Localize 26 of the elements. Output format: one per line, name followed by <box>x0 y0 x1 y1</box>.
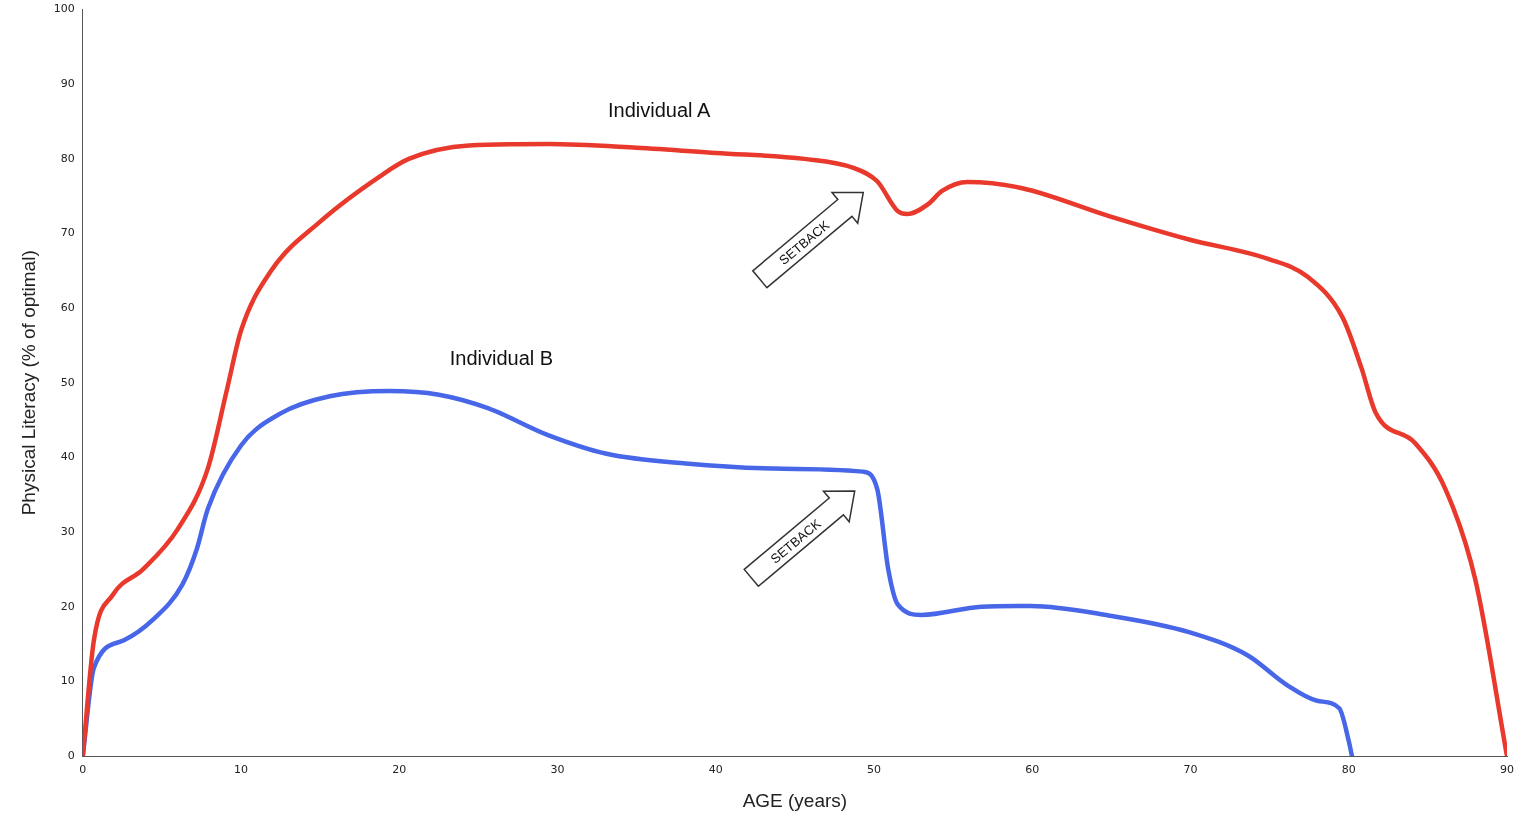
x-tick-label: 20 <box>392 763 407 777</box>
y-tick-label: 70 <box>60 226 75 240</box>
x-axis-title: AGE (years) <box>742 789 848 811</box>
x-tick-label: 60 <box>1025 763 1040 777</box>
x-tick-label: 80 <box>1341 763 1356 777</box>
y-tick-label: 50 <box>60 375 75 389</box>
x-tick-label: 0 <box>79 763 87 777</box>
x-tick-label: 30 <box>550 763 565 777</box>
x-tick-label: 10 <box>234 763 249 777</box>
y-tick-label: 30 <box>60 524 75 538</box>
y-tick-label: 40 <box>60 450 75 464</box>
y-tick-label: 10 <box>60 674 75 688</box>
y-axis-title: Physical Literacy (% of optimal) <box>17 250 39 516</box>
x-tick-label: 90 <box>1500 763 1514 777</box>
x-tick-label: 50 <box>867 763 882 777</box>
y-tick-label: 20 <box>60 599 75 613</box>
y-tick-label: 100 <box>53 2 75 16</box>
series-label: Individual B <box>449 346 554 369</box>
y-tick-label: 80 <box>60 151 75 165</box>
line-series <box>82 388 1355 756</box>
y-tick-label: 0 <box>67 748 75 762</box>
y-tick-label: 90 <box>60 77 75 91</box>
y-tick-label: 60 <box>60 301 75 315</box>
x-tick-label: 40 <box>708 763 723 777</box>
x-tick-label: 70 <box>1183 763 1198 777</box>
series-label: Individual A <box>608 99 711 122</box>
